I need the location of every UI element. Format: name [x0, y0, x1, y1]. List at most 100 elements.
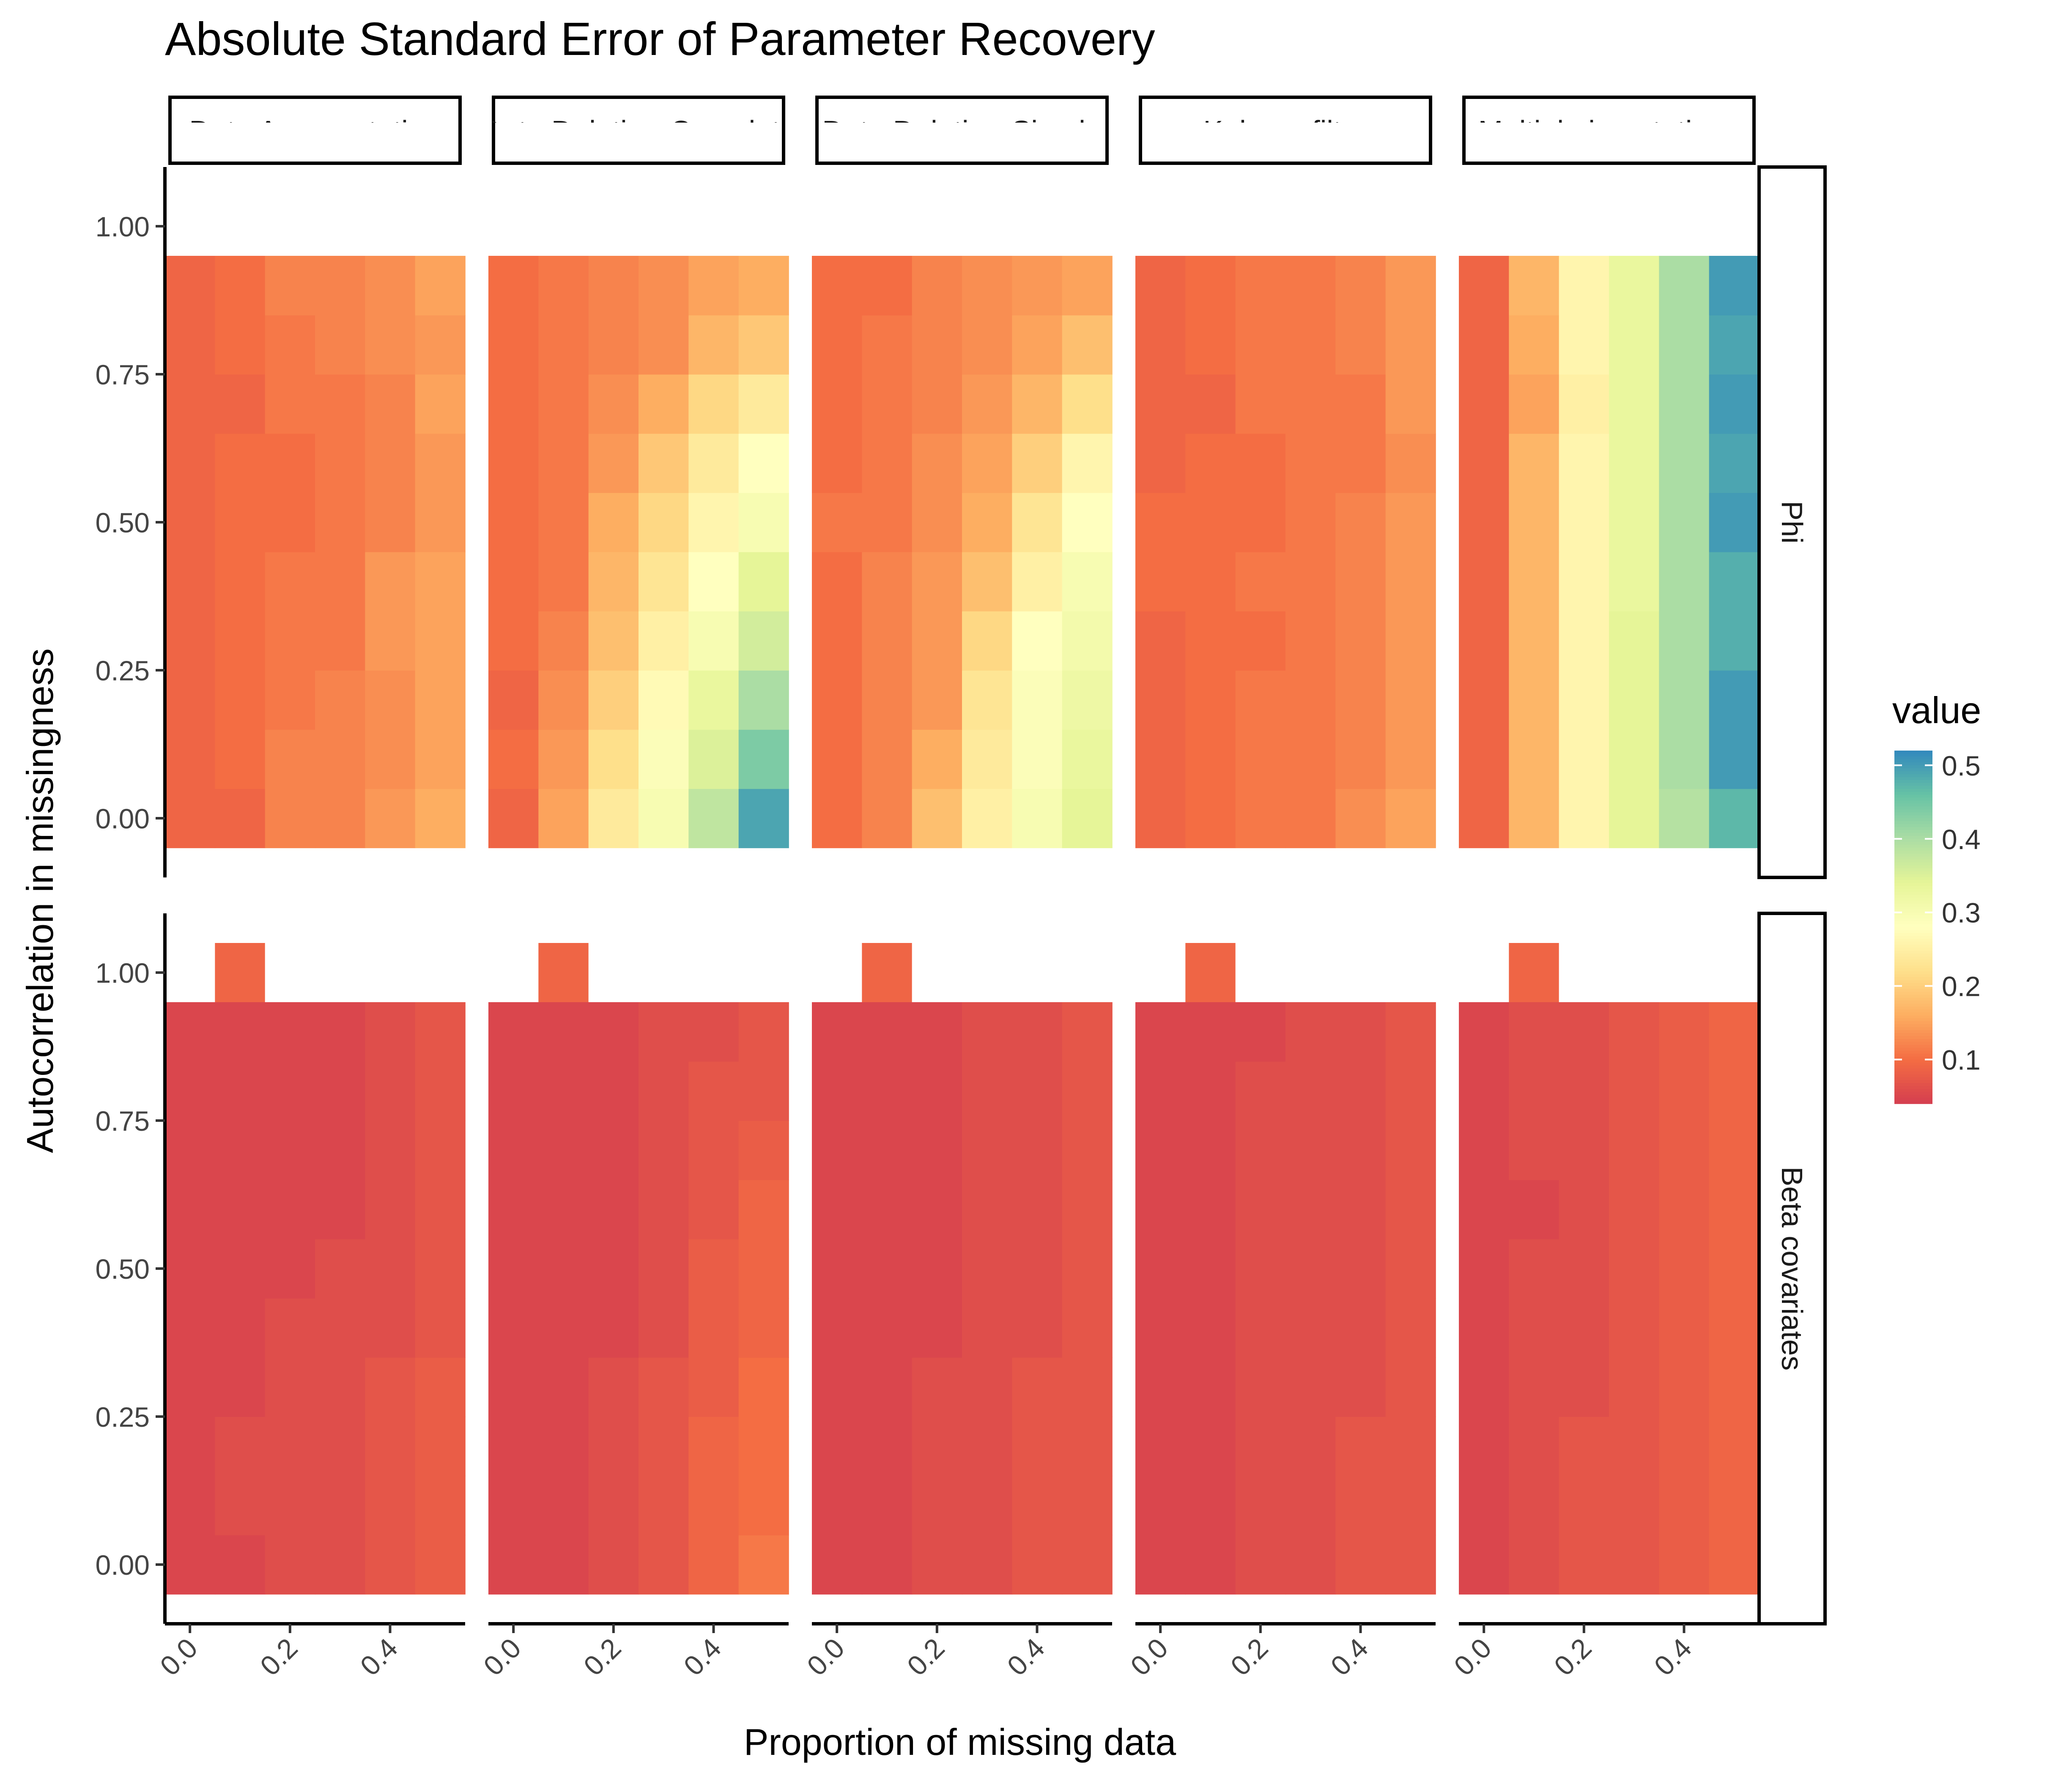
heat-cell: [1285, 1298, 1336, 1358]
heat-cell: [1385, 1357, 1436, 1417]
heat-cell: [1385, 611, 1436, 671]
heat-cell: [639, 1121, 689, 1180]
heat-cell: [488, 552, 539, 611]
legend-gradient-segment: [1894, 1006, 1932, 1010]
heat-cell: [1559, 1002, 1609, 1062]
heat-cell: [1062, 1298, 1113, 1358]
heat-cell: [639, 1002, 689, 1062]
heat-cell: [962, 433, 1013, 493]
heat-cell: [1459, 611, 1510, 671]
heat-cell: [738, 1239, 789, 1299]
heat-cell: [738, 670, 789, 730]
heat-cell: [1185, 315, 1236, 375]
y-tick-label: 1.00: [96, 211, 150, 242]
heat-cell: [1709, 493, 1760, 552]
heat-cell: [738, 611, 789, 671]
heat-cell: [1012, 1417, 1063, 1476]
heat-cell: [1135, 433, 1186, 493]
heat-cell: [1709, 1061, 1760, 1121]
heat-cell: [639, 1239, 689, 1299]
legend-gradient-segment: [1894, 1089, 1932, 1092]
heat-cell: [1459, 1298, 1510, 1358]
heat-cell: [1509, 315, 1559, 375]
heat-cell: [415, 552, 466, 611]
heat-cell: [1062, 374, 1113, 434]
heat-cell: [165, 256, 216, 315]
heat-cell: [639, 1357, 689, 1417]
heat-cell: [1459, 1061, 1510, 1121]
heat-cell: [1609, 789, 1660, 848]
legend-gradient-segment: [1894, 971, 1932, 975]
heat-cell: [1659, 493, 1710, 552]
heat-cell: [1385, 493, 1436, 552]
heat-cell: [315, 611, 366, 671]
heat-cell: [488, 1061, 539, 1121]
heat-cell: [862, 433, 913, 493]
column-strip: [168, 96, 462, 165]
heat-cell: [1509, 1180, 1559, 1239]
panel-1-0: [165, 943, 466, 1595]
legend-gradient-segment: [1894, 933, 1932, 937]
panel-1-1: [488, 943, 789, 1595]
legend-gradient-segment: [1894, 989, 1932, 992]
y-axis-label: Autocorrelation in missingness: [19, 648, 61, 1153]
legend-gradient-segment: [1894, 892, 1932, 895]
heat-cell: [488, 1298, 539, 1358]
heat-cell: [1335, 256, 1386, 315]
heat-cell: [415, 1417, 466, 1476]
heat-cell: [588, 611, 639, 671]
panel-0-3: [1135, 256, 1436, 848]
heat-cell: [688, 611, 739, 671]
column-strip-label: Multiple imputations: [1478, 115, 1740, 148]
heat-cell: [1459, 1535, 1510, 1595]
legend-gradient-segment: [1894, 1062, 1932, 1066]
legend-gradient-segment: [1894, 1039, 1932, 1042]
heat-cell: [165, 1180, 216, 1239]
heat-cell: [1012, 374, 1063, 434]
legend-gradient-segment: [1894, 874, 1932, 878]
heat-cell: [688, 433, 739, 493]
legend-gradient-segment: [1894, 1024, 1932, 1028]
heat-cell: [1659, 1298, 1710, 1358]
heat-cell: [1609, 729, 1660, 789]
x-tick-label: 0.0: [477, 1632, 527, 1682]
heat-cell: [1385, 1239, 1436, 1299]
heat-cell: [862, 1357, 913, 1417]
heat-cell: [1135, 1357, 1186, 1417]
heat-cell: [588, 1002, 639, 1062]
heat-cell: [912, 789, 962, 848]
heat-cell: [1659, 670, 1710, 730]
heat-cell: [315, 1535, 366, 1595]
heat-cell: [639, 256, 689, 315]
heat-cell: [1559, 729, 1609, 789]
legend-gradient-segment: [1894, 983, 1932, 987]
heat-cell: [1135, 1121, 1186, 1180]
heat-cell: [1509, 1476, 1559, 1535]
heat-cell: [265, 493, 315, 552]
heat-cell: [1235, 1002, 1286, 1062]
heat-cell: [1062, 670, 1113, 730]
legend-gradient-segment: [1894, 862, 1932, 866]
heat-cell: [1659, 789, 1710, 848]
legend-gradient-segment: [1894, 945, 1932, 948]
legend-gradient-segment: [1894, 906, 1932, 910]
heat-cell: [1659, 552, 1710, 611]
heat-cell: [588, 433, 639, 493]
heat-cell: [1185, 1476, 1236, 1535]
heat-cell: [365, 1476, 416, 1535]
legend-gradient-segment: [1894, 1092, 1932, 1095]
legend: value 0.1 0.2 0.3 0.4 0.5: [1892, 689, 1981, 1104]
heat-cell: [165, 493, 216, 552]
legend-gradient-segment: [1894, 1077, 1932, 1081]
heat-cell: [1335, 1417, 1386, 1476]
heat-cell: [1459, 670, 1510, 730]
legend-gradient-segment: [1894, 951, 1932, 954]
legend-gradient-segment: [1894, 974, 1932, 978]
legend-gradient-segment: [1894, 1047, 1932, 1051]
heat-cell: [1385, 1002, 1436, 1062]
heat-cell: [1609, 670, 1660, 730]
heat-cell: [812, 1180, 863, 1239]
heat-cell: [538, 789, 589, 848]
heat-cell: [1659, 1002, 1710, 1062]
heat-cell: [1135, 670, 1186, 730]
